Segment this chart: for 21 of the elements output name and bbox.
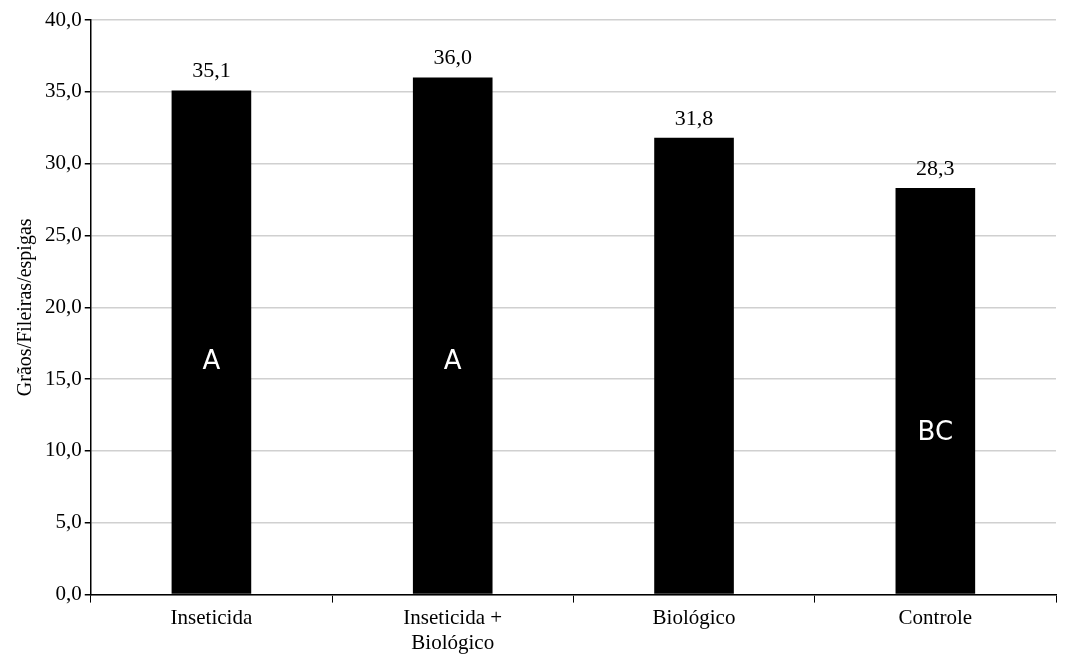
- x-tick-label: Inseticida + Biológico: [403, 604, 503, 654]
- annotation: BC: [917, 416, 954, 447]
- annotation: A: [443, 344, 462, 375]
- y-tick-label: 40,0: [45, 6, 82, 31]
- y-tick-label: 0,0: [55, 581, 82, 606]
- y-tick-label: 30,0: [45, 150, 82, 175]
- y-tick-label: 20,0: [45, 293, 82, 318]
- data-label: 28,3: [916, 154, 955, 180]
- x-tick-label: Inseticida: [170, 604, 253, 629]
- x-tick-label: Controle: [898, 604, 973, 629]
- y-tick-label: 35,0: [45, 78, 82, 103]
- y-tick-label: 15,0: [45, 365, 82, 390]
- y-tick-label: 10,0: [45, 437, 82, 462]
- data-label: 36,0: [433, 44, 472, 70]
- y-tick-label: 5,0: [55, 509, 82, 534]
- y-axis-title: Grãos/Fileiras/espigas: [13, 218, 37, 397]
- x-tick-label: Biológico: [652, 604, 736, 629]
- data-label: 35,1: [192, 57, 231, 83]
- y-tick-label: 25,0: [45, 221, 82, 246]
- data-label: 31,8: [674, 104, 714, 130]
- annotation: A: [202, 344, 221, 375]
